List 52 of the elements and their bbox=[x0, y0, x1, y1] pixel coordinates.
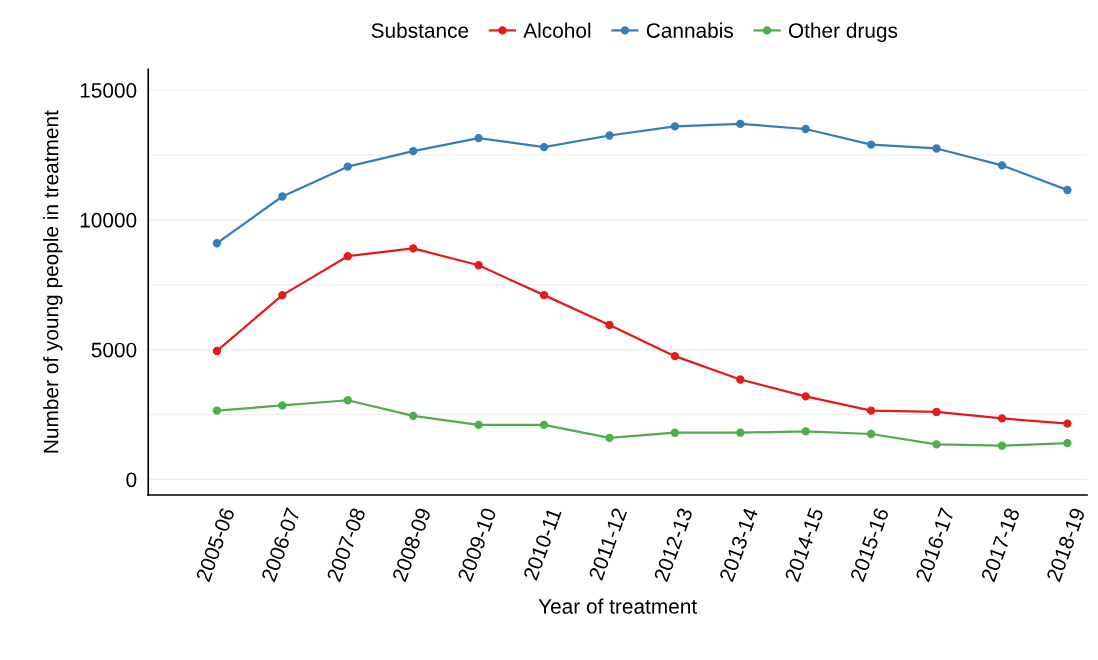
point bbox=[997, 161, 1007, 170]
point bbox=[278, 401, 287, 410]
point bbox=[1063, 438, 1072, 448]
point bbox=[212, 346, 222, 356]
point bbox=[866, 140, 876, 149]
point bbox=[278, 290, 287, 300]
point bbox=[343, 162, 352, 171]
y-axis-title: Number of young people in treatment bbox=[43, 110, 63, 453]
point bbox=[474, 420, 483, 430]
point bbox=[409, 146, 418, 156]
point bbox=[343, 396, 352, 405]
point bbox=[670, 428, 680, 437]
y-tick-label: 0 bbox=[126, 472, 137, 488]
point bbox=[1063, 185, 1072, 195]
point bbox=[866, 429, 876, 439]
point bbox=[932, 407, 941, 417]
point bbox=[474, 261, 483, 270]
point bbox=[866, 406, 876, 415]
legend-label: Alcohol bbox=[523, 22, 591, 38]
point bbox=[736, 428, 745, 437]
point bbox=[932, 144, 941, 153]
point bbox=[474, 133, 483, 143]
point bbox=[539, 143, 549, 152]
point bbox=[997, 414, 1007, 423]
legend-title: Substance bbox=[371, 22, 469, 38]
point bbox=[605, 131, 614, 140]
point bbox=[343, 252, 352, 261]
point bbox=[409, 411, 418, 420]
point bbox=[539, 290, 549, 300]
point bbox=[1063, 419, 1072, 428]
legend-label: Other drugs bbox=[788, 22, 898, 43]
point bbox=[212, 406, 222, 415]
point bbox=[539, 420, 549, 430]
point bbox=[278, 192, 287, 201]
point bbox=[997, 441, 1007, 450]
point bbox=[409, 244, 418, 253]
legend-label: Cannabis bbox=[646, 22, 734, 38]
point bbox=[212, 239, 222, 248]
point bbox=[605, 433, 614, 443]
point bbox=[736, 119, 745, 128]
y-tick-label: 5000 bbox=[91, 342, 137, 358]
point bbox=[801, 427, 810, 436]
point bbox=[670, 351, 680, 361]
point bbox=[932, 440, 941, 449]
point bbox=[801, 124, 810, 134]
point bbox=[801, 392, 810, 401]
point bbox=[605, 320, 614, 330]
y-tick-label: 15000 bbox=[80, 83, 137, 98]
point bbox=[736, 375, 745, 384]
y-tick-label: 10000 bbox=[80, 212, 137, 228]
x-axis-title: Year of treatment bbox=[538, 598, 698, 614]
point bbox=[670, 122, 680, 131]
